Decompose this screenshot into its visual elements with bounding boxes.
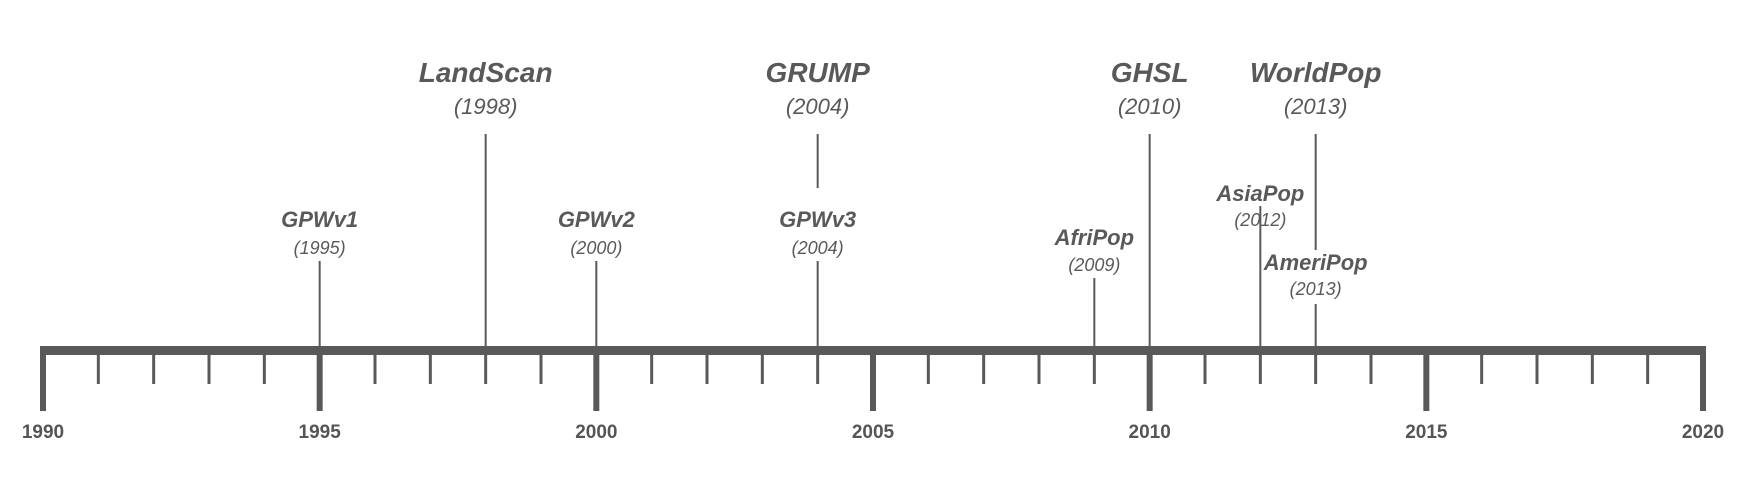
event-ghsl: GHSL (2010) xyxy=(1111,57,1189,350)
event-grump: GRUMP (2004) xyxy=(766,57,871,188)
year-label-1990: 1990 xyxy=(22,422,64,443)
event-year: (2004) xyxy=(792,238,844,258)
event-name: GRUMP xyxy=(766,57,871,88)
event-afripop: AfriPop (2009) xyxy=(1054,225,1134,350)
event-year: (2013) xyxy=(1284,94,1348,119)
event-year: (1995) xyxy=(294,238,346,258)
event-name: GPWv2 xyxy=(558,207,636,232)
year-label-2015: 2015 xyxy=(1405,422,1448,443)
event-name: LandScan xyxy=(419,57,553,88)
event-year: (2010) xyxy=(1118,94,1182,119)
year-labels: 1990 1995 2000 2005 2010 2015 2020 xyxy=(22,422,1724,443)
year-label-2010: 2010 xyxy=(1129,422,1171,443)
event-year: (1998) xyxy=(454,94,518,119)
year-label-2020: 2020 xyxy=(1682,422,1724,443)
event-year: (2013) xyxy=(1290,279,1342,299)
event-ameripop: AmeriPop (2013) xyxy=(1263,250,1368,350)
event-asiapop: AsiaPop (2012) xyxy=(1215,181,1304,350)
year-label-1995: 1995 xyxy=(299,422,342,443)
event-worldpop: WorldPop (2013) xyxy=(1250,57,1382,250)
event-year: (2009) xyxy=(1068,255,1120,275)
event-year: (2004) xyxy=(786,94,850,119)
event-name: GHSL xyxy=(1111,57,1189,88)
event-name: AfriPop xyxy=(1054,225,1134,250)
event-name: AmeriPop xyxy=(1263,250,1368,275)
event-name: GPWv1 xyxy=(281,207,358,232)
event-year: (2012) xyxy=(1234,210,1286,230)
event-name: AsiaPop xyxy=(1215,181,1304,206)
event-gpwv1: GPWv1 (1995) xyxy=(281,207,358,350)
year-label-2005: 2005 xyxy=(852,422,895,443)
event-name: WorldPop xyxy=(1250,57,1382,88)
event-year: (2000) xyxy=(570,238,622,258)
year-ticks xyxy=(40,350,1706,411)
event-name: GPWv3 xyxy=(779,207,856,232)
event-gpwv3: GPWv3 (2004) xyxy=(779,207,856,350)
event-landscan: LandScan (1998) xyxy=(419,57,553,350)
year-label-2000: 2000 xyxy=(575,422,617,443)
event-gpwv2: GPWv2 (2000) xyxy=(558,207,636,350)
events: GPWv1 (1995) LandScan (1998) GPWv2 (2000) GRUM… xyxy=(281,57,1382,350)
